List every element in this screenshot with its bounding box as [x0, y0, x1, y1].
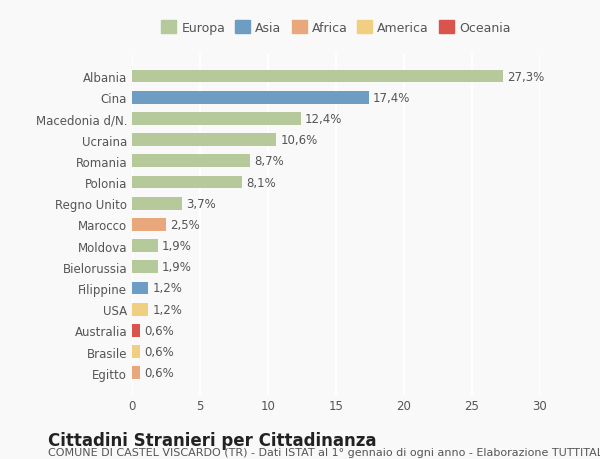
- Bar: [132, 92, 368, 104]
- Text: 8,1%: 8,1%: [246, 176, 276, 189]
- Bar: [132, 303, 148, 316]
- Text: 1,2%: 1,2%: [152, 303, 182, 316]
- Text: 0,6%: 0,6%: [144, 366, 174, 380]
- Bar: [132, 261, 158, 274]
- Text: 1,9%: 1,9%: [162, 240, 192, 252]
- Text: 27,3%: 27,3%: [508, 70, 545, 84]
- Bar: [132, 71, 503, 83]
- Text: COMUNE DI CASTEL VISCARDO (TR) - Dati ISTAT al 1° gennaio di ogni anno - Elabora: COMUNE DI CASTEL VISCARDO (TR) - Dati IS…: [48, 448, 600, 458]
- Text: 8,7%: 8,7%: [254, 155, 284, 168]
- Bar: [132, 325, 140, 337]
- Text: 3,7%: 3,7%: [187, 197, 216, 210]
- Text: 17,4%: 17,4%: [373, 91, 410, 105]
- Bar: [132, 218, 166, 231]
- Text: 2,5%: 2,5%: [170, 218, 200, 231]
- Bar: [132, 113, 301, 125]
- Bar: [132, 197, 182, 210]
- Bar: [132, 282, 148, 295]
- Bar: [132, 155, 250, 168]
- Legend: Europa, Asia, Africa, America, Oceania: Europa, Asia, Africa, America, Oceania: [158, 17, 514, 38]
- Bar: [132, 134, 276, 147]
- Bar: [132, 346, 140, 358]
- Text: 12,4%: 12,4%: [305, 112, 342, 126]
- Text: 1,9%: 1,9%: [162, 261, 192, 274]
- Text: 0,6%: 0,6%: [144, 324, 174, 337]
- Text: Cittadini Stranieri per Cittadinanza: Cittadini Stranieri per Cittadinanza: [48, 431, 377, 449]
- Text: 10,6%: 10,6%: [280, 134, 317, 147]
- Bar: [132, 367, 140, 379]
- Bar: [132, 240, 158, 252]
- Text: 0,6%: 0,6%: [144, 345, 174, 358]
- Bar: [132, 176, 242, 189]
- Text: 1,2%: 1,2%: [152, 282, 182, 295]
